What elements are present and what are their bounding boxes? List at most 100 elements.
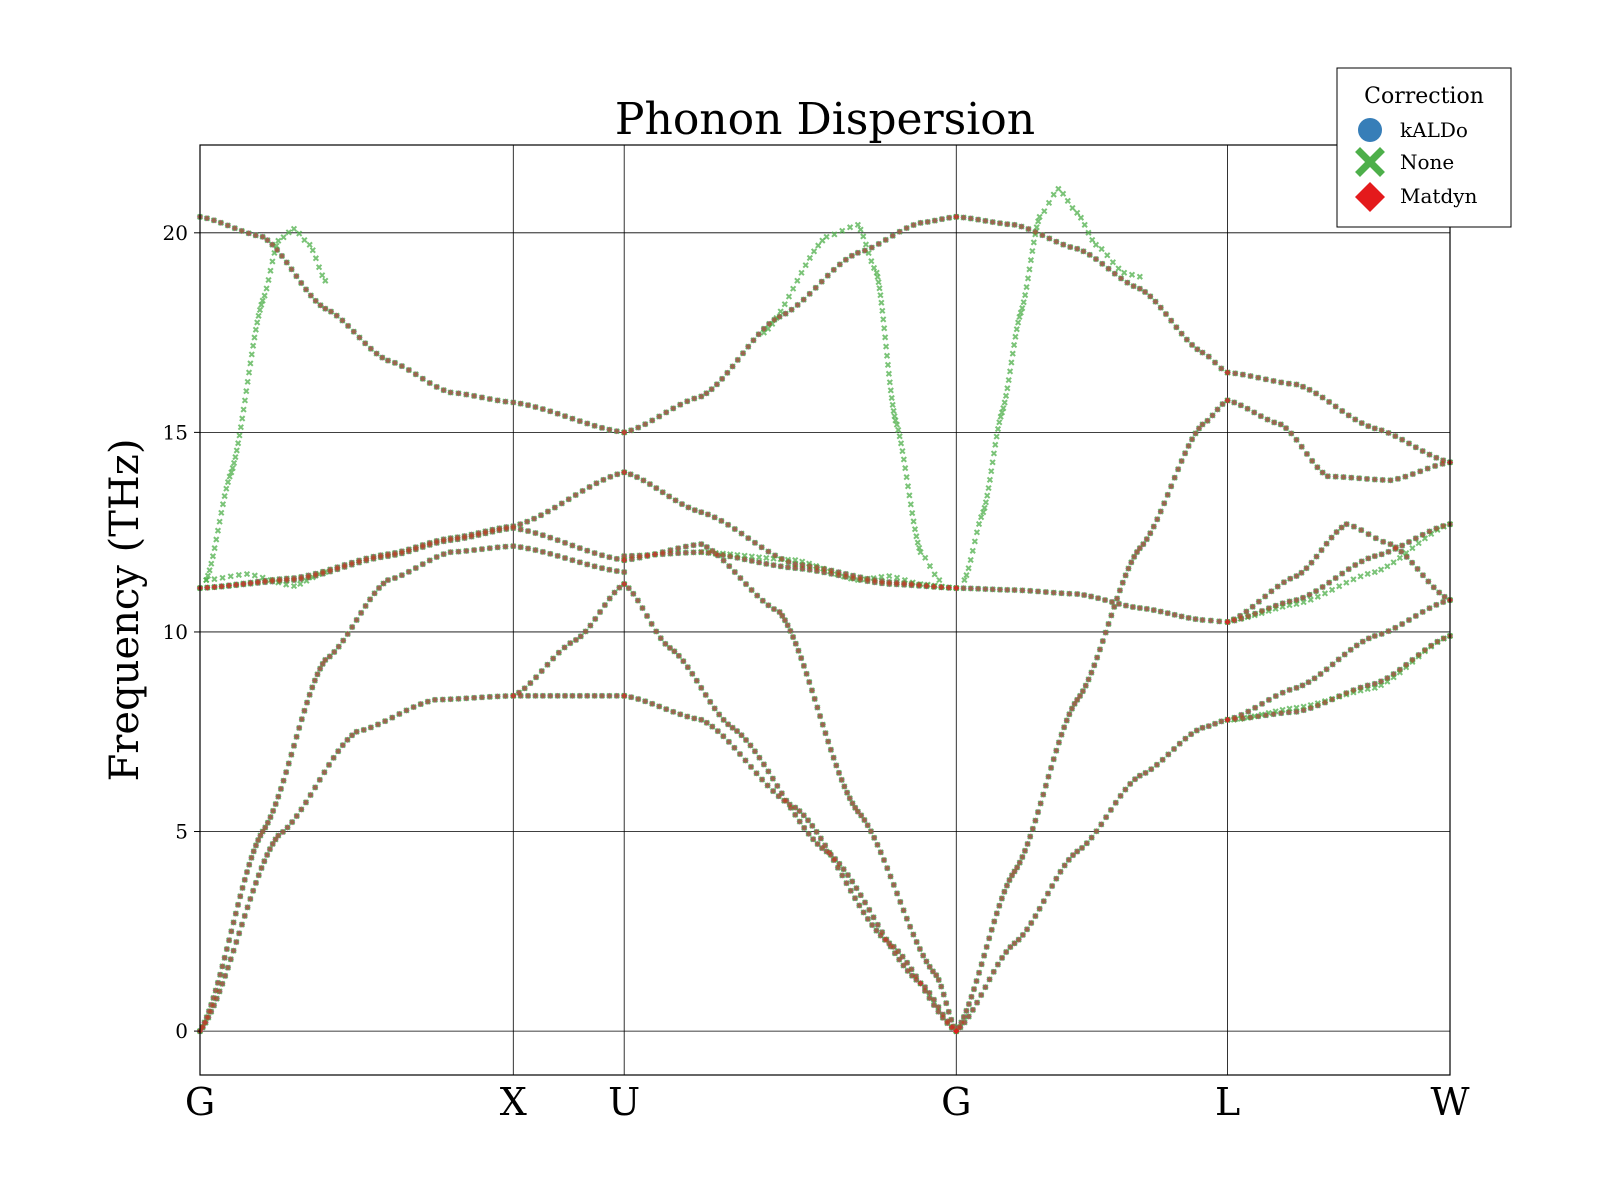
point-none: [1102, 629, 1109, 636]
point-matdyn: [1082, 682, 1089, 689]
point-none: [904, 967, 911, 974]
point-none: [1165, 751, 1172, 758]
point-matdyn: [227, 956, 234, 963]
point-matdyn: [1224, 397, 1231, 404]
point-matdyn: [1192, 615, 1199, 623]
point-none: [331, 648, 338, 656]
point-none: [314, 671, 321, 678]
point-none: [1188, 341, 1196, 348]
point-matdyn: [1350, 687, 1357, 694]
point-none: [606, 554, 613, 561]
point-none: [884, 865, 891, 872]
point-none: [302, 799, 310, 806]
point-matdyn: [1032, 817, 1039, 824]
point-matdyn: [630, 590, 637, 597]
point-matdyn: [1006, 876, 1013, 884]
point-none: [1009, 350, 1016, 357]
point-none: [790, 285, 797, 292]
point-none: [1098, 821, 1105, 828]
point-matdyn: [565, 496, 572, 503]
point-matdyn: [783, 797, 790, 804]
point-none: [1306, 386, 1313, 393]
point-matdyn: [960, 585, 967, 592]
point-none: [916, 544, 923, 551]
point-none: [391, 549, 399, 557]
point-none: [938, 215, 946, 223]
point-matdyn: [1319, 583, 1326, 591]
point-none: [980, 509, 987, 516]
point-matdyn: [800, 812, 807, 819]
point-matdyn: [288, 751, 295, 758]
point-matdyn: [917, 979, 924, 987]
point-none: [1262, 593, 1269, 600]
point-none: [984, 492, 991, 499]
point-none: [211, 583, 218, 591]
point-none: [363, 555, 370, 562]
point-none: [734, 551, 741, 559]
point-matdyn: [1293, 596, 1300, 604]
point-matdyn: [861, 899, 869, 906]
point-matdyn: [1230, 616, 1238, 623]
point-matdyn: [1055, 739, 1063, 746]
point-matdyn: [1299, 383, 1307, 390]
point-none: [544, 661, 551, 668]
point-matdyn: [1385, 548, 1392, 556]
point-none: [794, 301, 801, 309]
point-matdyn: [290, 742, 298, 749]
point-matdyn: [775, 793, 782, 800]
point-matdyn: [755, 331, 762, 338]
point-matdyn: [1099, 637, 1107, 645]
point-none: [431, 696, 439, 703]
point-none: [478, 694, 486, 701]
point-matdyn: [935, 1008, 942, 1015]
point-none: [1299, 594, 1307, 601]
point-none: [433, 553, 440, 561]
point-none: [1194, 346, 1201, 353]
point-matdyn: [1412, 444, 1420, 451]
point-none: [1328, 695, 1336, 703]
point-none: [825, 738, 832, 745]
point-matdyn: [288, 266, 295, 273]
point-none: [1343, 521, 1350, 528]
point-matdyn: [233, 938, 240, 946]
point-matdyn: [344, 630, 351, 638]
point-matdyn: [854, 249, 862, 256]
point-matdyn: [257, 832, 264, 839]
point-matdyn: [1195, 425, 1203, 432]
point-matdyn: [205, 1008, 213, 1015]
point-matdyn: [1358, 419, 1365, 427]
point-none: [998, 895, 1005, 902]
point-none: [810, 248, 818, 255]
point-matdyn: [371, 590, 378, 597]
point-none: [219, 501, 227, 508]
point-none: [613, 692, 620, 699]
point-none: [1016, 859, 1023, 866]
legend: Correction kALDo None Matdyn: [1336, 67, 1512, 228]
point-matdyn: [1047, 764, 1055, 772]
point-none: [426, 557, 433, 564]
point-matdyn: [707, 698, 714, 706]
point-matdyn: [667, 546, 674, 554]
point-none: [981, 952, 988, 959]
point-none: [240, 406, 247, 413]
point-matdyn: [555, 649, 563, 656]
point-matdyn: [440, 538, 447, 545]
point-matdyn: [1387, 540, 1394, 548]
point-none: [1115, 600, 1123, 607]
point-none: [842, 256, 849, 263]
point-none: [298, 716, 305, 723]
point-none: [1011, 586, 1018, 594]
point-none: [917, 980, 924, 987]
point-none: [227, 573, 234, 580]
point-none: [836, 860, 843, 867]
point-matdyn: [606, 692, 613, 700]
point-matdyn: [982, 983, 989, 991]
point-matdyn: [1324, 473, 1332, 480]
point-matdyn: [851, 804, 859, 811]
point-none: [1286, 686, 1293, 693]
point-matdyn: [567, 639, 574, 647]
point-none: [703, 390, 710, 397]
point-none: [275, 579, 282, 586]
point-none: [269, 241, 276, 248]
point-none: [1224, 369, 1231, 376]
